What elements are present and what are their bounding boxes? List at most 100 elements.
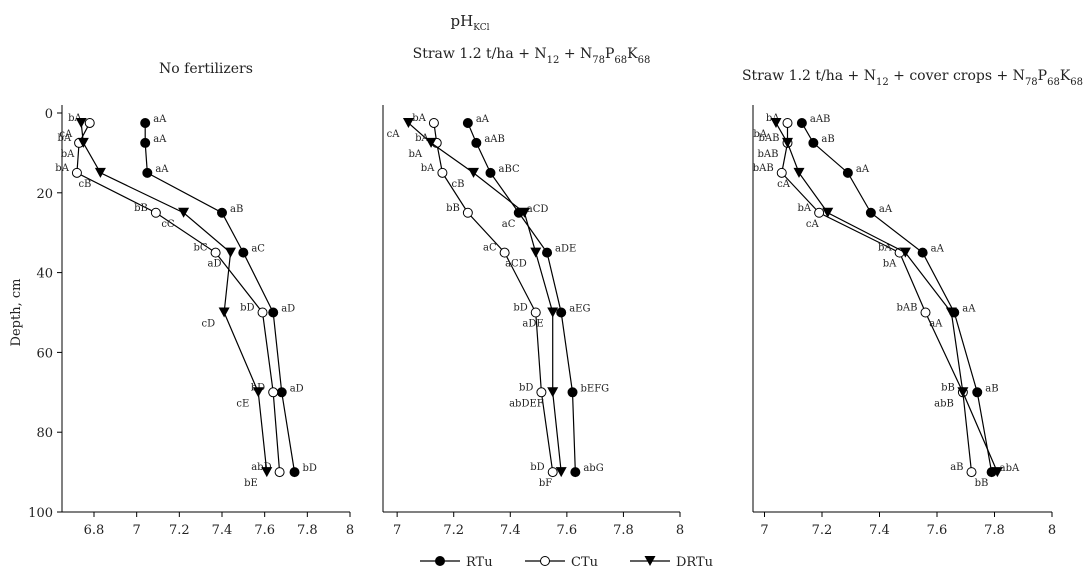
point-label: aAB bbox=[484, 134, 505, 145]
point-label: cA bbox=[806, 219, 820, 230]
point-label: bA bbox=[412, 113, 426, 124]
marker bbox=[899, 247, 911, 258]
series-line bbox=[76, 122, 281, 473]
marker bbox=[542, 247, 553, 258]
marker bbox=[225, 247, 237, 258]
marker bbox=[462, 207, 473, 218]
point-label: aDE bbox=[555, 244, 576, 255]
point-label: bC bbox=[194, 243, 208, 254]
marker bbox=[814, 207, 825, 218]
x-tick-label: 7.8 bbox=[984, 523, 1005, 538]
point-label: bAB bbox=[759, 133, 780, 144]
x-tick-label: 6.8 bbox=[84, 523, 105, 538]
point-label: aA bbox=[476, 114, 490, 125]
point-label: aA bbox=[931, 244, 945, 255]
title-part: K bbox=[1060, 68, 1071, 84]
marker bbox=[71, 167, 82, 178]
point-label: bA bbox=[408, 149, 422, 160]
point-label: aDE bbox=[522, 319, 543, 330]
marker bbox=[485, 167, 496, 178]
point-label: bD bbox=[530, 462, 544, 473]
marker bbox=[796, 117, 807, 128]
point-label: aAB bbox=[810, 114, 831, 125]
point-label: bD bbox=[303, 463, 317, 474]
point-label: aB bbox=[950, 462, 963, 473]
point-label: abA bbox=[1000, 463, 1020, 474]
title-part: + N bbox=[559, 46, 592, 62]
x-tick-label: 7.6 bbox=[927, 523, 948, 538]
marker bbox=[555, 467, 567, 478]
series-line bbox=[781, 122, 973, 473]
x-tick-label: 7.2 bbox=[443, 523, 464, 538]
marker bbox=[462, 117, 473, 128]
y-tick-label: 100 bbox=[28, 506, 53, 521]
marker bbox=[966, 467, 977, 478]
marker bbox=[252, 387, 264, 398]
point-label: cB bbox=[452, 179, 465, 190]
marker bbox=[268, 307, 279, 318]
marker bbox=[210, 247, 221, 258]
point-label: aA bbox=[155, 164, 169, 175]
point-label: abG bbox=[583, 463, 603, 474]
marker bbox=[468, 167, 480, 178]
marker bbox=[567, 387, 578, 398]
title-part: 68 bbox=[638, 55, 651, 66]
marker bbox=[140, 137, 151, 148]
marker bbox=[536, 387, 547, 398]
point-label: cC bbox=[161, 219, 175, 230]
point-label: cD bbox=[202, 319, 216, 330]
point-label: bA bbox=[421, 163, 435, 174]
point-label: aD bbox=[290, 383, 304, 394]
x-tick-label: 8 bbox=[346, 523, 354, 538]
marker bbox=[782, 137, 793, 148]
figure-title: pHKCl bbox=[451, 12, 490, 33]
point-label: bA bbox=[753, 129, 767, 140]
marker bbox=[471, 137, 482, 148]
marker bbox=[150, 207, 161, 218]
marker bbox=[793, 167, 805, 178]
marker bbox=[530, 247, 542, 258]
point-label: bA bbox=[878, 243, 892, 254]
marker bbox=[75, 117, 87, 128]
point-label: aA bbox=[856, 164, 870, 175]
point-label: aB bbox=[985, 383, 998, 394]
marker bbox=[140, 117, 151, 128]
point-label: aCD bbox=[505, 259, 527, 270]
marker bbox=[972, 387, 983, 398]
point-label: aBC bbox=[498, 164, 519, 175]
marker bbox=[238, 247, 249, 258]
title-part: K bbox=[627, 46, 638, 62]
marker bbox=[178, 207, 190, 218]
x-tick-label: 7.8 bbox=[297, 523, 318, 538]
marker bbox=[289, 467, 300, 478]
point-label: bAB bbox=[753, 163, 774, 174]
series-line bbox=[801, 122, 993, 473]
marker bbox=[268, 387, 279, 398]
y-tick-label: 20 bbox=[36, 187, 53, 202]
point-label: aC bbox=[483, 243, 497, 254]
point-label: cA bbox=[59, 129, 73, 140]
title-part: Straw 1.2 t/ha + N bbox=[742, 68, 876, 84]
legend-marker bbox=[435, 556, 445, 566]
x-tick-label: 7.8 bbox=[613, 523, 634, 538]
point-label: cE bbox=[236, 398, 249, 409]
point-label: bF bbox=[539, 478, 552, 489]
x-tick-label: 7.4 bbox=[500, 523, 521, 538]
legend-label: RTu bbox=[466, 555, 493, 570]
legend-marker bbox=[540, 556, 550, 566]
marker bbox=[218, 307, 230, 318]
title-part: Straw 1.2 t/ha + N bbox=[413, 46, 547, 62]
series-line bbox=[775, 122, 998, 473]
marker bbox=[518, 207, 530, 218]
point-label: aA bbox=[929, 319, 943, 330]
title-part: P bbox=[605, 46, 614, 62]
point-label: bA bbox=[61, 149, 75, 160]
marker bbox=[822, 207, 834, 218]
title-part: 68 bbox=[1070, 77, 1083, 88]
marker bbox=[425, 137, 437, 148]
point-label: aCD bbox=[527, 204, 549, 215]
point-label: aA bbox=[962, 304, 976, 315]
y-axis-label: Depth, cm bbox=[9, 279, 24, 347]
point-label: aA bbox=[879, 204, 893, 215]
